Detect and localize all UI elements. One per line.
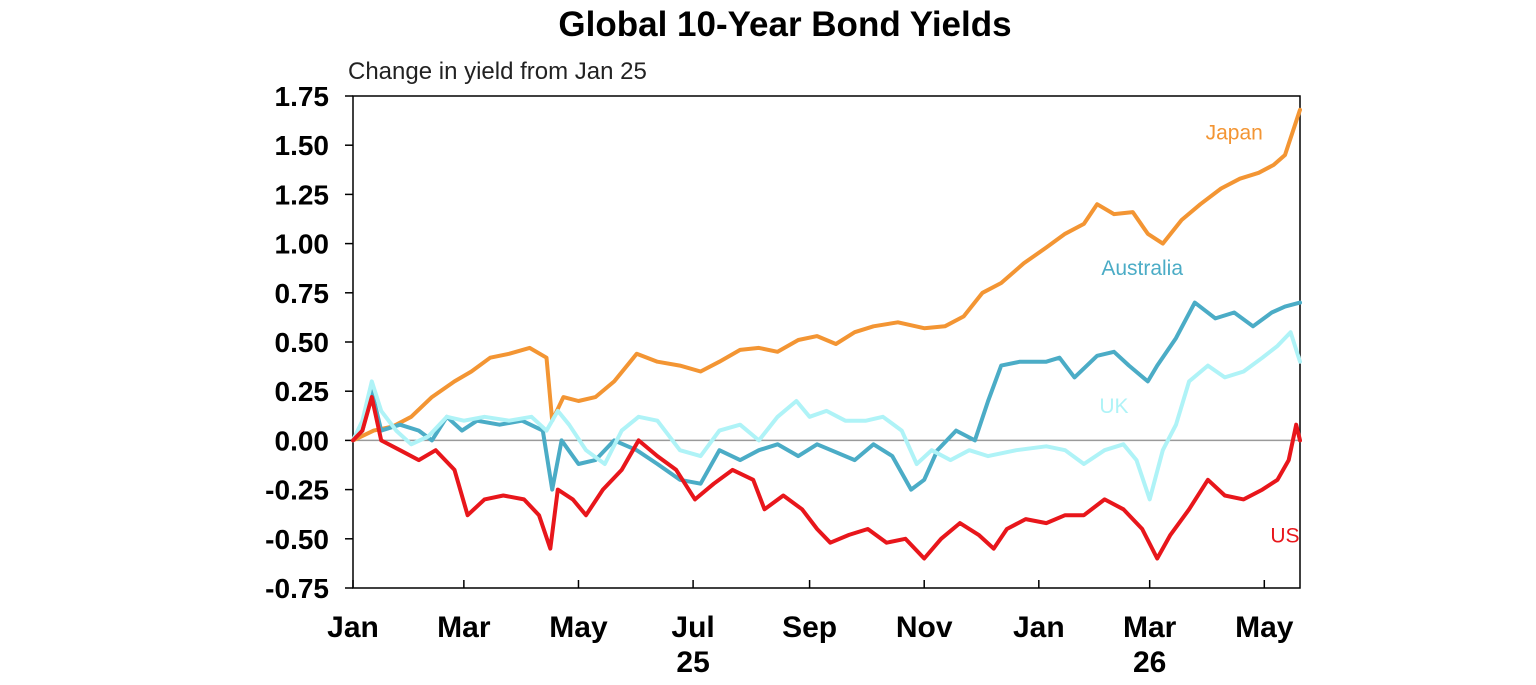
x-tick-label: Sep <box>782 611 837 644</box>
series-label-uk: UK <box>1099 395 1128 418</box>
y-tick-label: 1.50 <box>275 130 330 161</box>
x-year-label: 25 <box>676 646 709 679</box>
series-labels: Japan Australia UK US <box>1099 121 1299 547</box>
y-tick-label: -0.25 <box>265 475 329 506</box>
series-label-us: US <box>1270 525 1299 548</box>
y-tick-label: 0.00 <box>275 425 330 456</box>
y-tick-label: 1.25 <box>275 179 330 210</box>
chart-subtitle: Change in yield from Jan 25 <box>348 58 647 85</box>
x-axis: Jan Mar May Jul Sep Nov Jan Mar May 25 26 <box>327 580 1294 679</box>
y-tick-label: -0.50 <box>265 524 329 555</box>
series-line-us <box>351 395 1302 561</box>
y-tick-label: -0.75 <box>265 573 329 604</box>
chart-title: Global 10-Year Bond Yields <box>558 5 1011 44</box>
x-tick-label: Jan <box>327 611 379 644</box>
y-tick-label: 0.50 <box>275 327 330 358</box>
series-label-australia: Australia <box>1101 257 1183 280</box>
y-tick-label: 0.25 <box>275 376 330 407</box>
x-tick-label: Jan <box>1013 611 1065 644</box>
y-tick-label: 1.75 <box>275 81 330 112</box>
x-tick-label: Mar <box>437 611 491 644</box>
series-line-uk <box>351 330 1302 502</box>
series-lines <box>351 107 1302 561</box>
x-tick-label: May <box>549 611 608 644</box>
x-tick-label: Nov <box>896 611 953 644</box>
series-label-japan: Japan <box>1206 121 1263 144</box>
y-tick-label: 1.00 <box>275 229 330 260</box>
series-line-japan <box>351 107 1302 443</box>
x-tick-label: May <box>1235 611 1294 644</box>
x-year-label: 26 <box>1133 646 1166 679</box>
x-tick-label: Mar <box>1123 611 1177 644</box>
y-axis: 1.75 1.50 1.25 1.00 0.75 0.50 0.25 0.00 -0.25 -0.… <box>265 81 353 604</box>
series-line-australia <box>351 300 1302 492</box>
x-tick-label: Jul <box>671 611 714 644</box>
y-tick-label: 0.75 <box>275 278 330 309</box>
